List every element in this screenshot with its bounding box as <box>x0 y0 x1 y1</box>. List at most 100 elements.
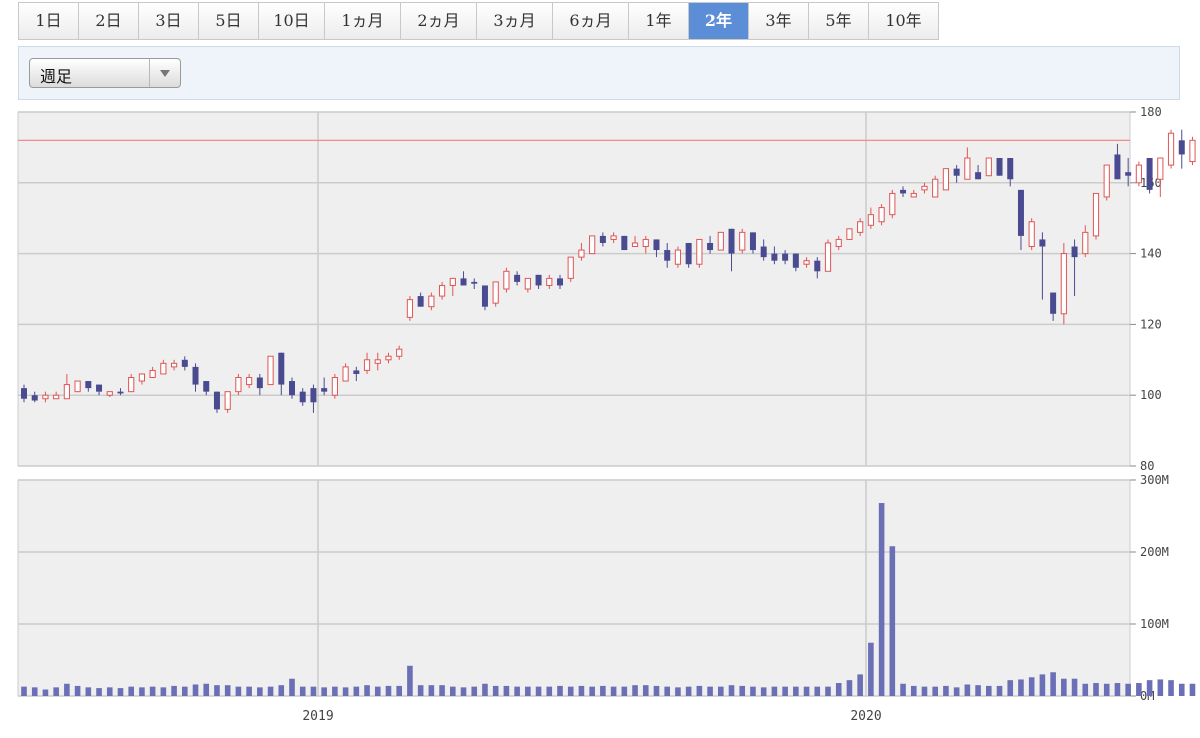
x-tick-label: 2019 <box>302 709 333 724</box>
candle-body <box>1189 139 1196 163</box>
tab-range-7[interactable]: 2ヵ月 <box>401 3 477 39</box>
volume-bar <box>975 685 981 696</box>
tab-range-3[interactable]: 3日 <box>139 3 199 39</box>
candle-body <box>213 391 220 410</box>
candle-body <box>964 157 971 180</box>
volume-bar <box>374 686 381 696</box>
volume-bar <box>224 685 231 696</box>
volume-bar <box>632 685 638 696</box>
tab-range-4[interactable]: 5日 <box>199 3 259 39</box>
candle-body <box>1050 292 1057 314</box>
period-select[interactable]: 週足 <box>29 58 181 88</box>
candle-body <box>289 381 295 396</box>
volume-bar <box>600 685 606 696</box>
x-tick-label: 2020 <box>850 709 881 724</box>
volume-bar <box>85 687 92 696</box>
range-tabs: 1日 2日 3日 5日 10日 1ヵ月 2ヵ月 3ヵ月 6ヵ月 1年 2年 3年 5年 10年 <box>18 2 939 40</box>
candle-body <box>728 228 735 254</box>
volume-bar <box>835 683 842 696</box>
candle-body <box>363 359 371 371</box>
candle-body <box>385 355 392 361</box>
candle-body <box>1007 158 1014 180</box>
volume-bar <box>460 687 467 696</box>
volume-bar <box>385 685 392 696</box>
volume-bar <box>450 686 456 696</box>
volume-bar <box>192 684 199 696</box>
candle-body <box>996 158 1003 176</box>
tab-range-9[interactable]: 6ヵ月 <box>553 3 629 39</box>
volume-bar <box>203 683 210 696</box>
volume-bar <box>1178 683 1185 696</box>
candle-body <box>1178 140 1185 155</box>
volume-bar <box>342 687 349 696</box>
volume-bar <box>718 686 724 696</box>
volume-bar <box>1061 678 1067 696</box>
volume-bar <box>964 684 971 696</box>
tab-range-1[interactable]: 1日 <box>19 3 79 39</box>
volume-bar <box>235 686 242 696</box>
volume-bar <box>1189 683 1196 696</box>
candle-body <box>599 235 606 243</box>
volume-bar <box>353 686 360 696</box>
candle-body <box>1028 221 1035 248</box>
volume-bar <box>417 685 424 696</box>
chevron-down-icon <box>149 59 180 87</box>
volume-bar <box>1082 683 1089 696</box>
volume-bar <box>492 685 499 696</box>
candle-body <box>792 253 799 268</box>
candle-body <box>653 239 660 251</box>
volume-bar <box>578 685 585 696</box>
tab-range-11[interactable]: 2年 <box>689 3 749 39</box>
volume-tick-label: 200M <box>1140 545 1169 559</box>
volume-bar <box>728 685 735 696</box>
candle-body <box>42 394 49 400</box>
volume-bar <box>986 685 992 696</box>
candle-body <box>589 235 596 255</box>
volume-bar <box>1103 683 1110 696</box>
volume-bar <box>1071 678 1078 696</box>
candle-body <box>224 391 231 410</box>
price-tick-label: 80 <box>1140 459 1154 473</box>
chart-options-panel: 週足 <box>18 46 1180 100</box>
tab-range-8[interactable]: 3ヵ月 <box>477 3 553 39</box>
tab-range-10[interactable]: 1年 <box>629 3 689 39</box>
candle-body <box>321 388 328 392</box>
candle-body <box>256 377 263 389</box>
candle-body <box>867 214 874 226</box>
tab-range-14[interactable]: 10年 <box>869 3 939 39</box>
candle-body <box>481 285 488 307</box>
volume-bar <box>1125 683 1131 696</box>
volume-tick-label: 300M <box>1140 473 1169 487</box>
candle-body <box>21 388 27 399</box>
volume-bar <box>364 685 370 696</box>
candle-body <box>149 369 156 379</box>
candle-body <box>1146 158 1153 190</box>
volume-bar <box>128 686 134 696</box>
volume-bar <box>707 686 713 696</box>
candle-body <box>1060 253 1067 315</box>
volume-bar <box>182 686 188 696</box>
tab-range-12[interactable]: 3年 <box>749 3 809 39</box>
volume-bar <box>1157 679 1164 696</box>
candle-body <box>824 242 832 272</box>
candle-body <box>31 395 38 401</box>
candle-body <box>235 377 242 393</box>
volume-bar <box>257 687 263 696</box>
tab-range-6[interactable]: 1ヵ月 <box>325 3 401 39</box>
tab-range-13[interactable]: 5年 <box>809 3 869 39</box>
volume-bar <box>793 686 799 696</box>
candle-body <box>664 250 671 261</box>
candle-body <box>1157 157 1164 180</box>
volume-bar <box>149 686 156 696</box>
period-select-value: 週足 <box>40 67 73 86</box>
candle-body <box>85 381 92 389</box>
candle-body <box>621 235 628 251</box>
tab-range-2[interactable]: 2日 <box>79 3 139 39</box>
candle-body <box>74 380 81 393</box>
candle-body <box>889 192 896 216</box>
tab-range-5[interactable]: 10日 <box>259 3 325 39</box>
candle-body <box>310 388 317 403</box>
candle-body <box>1017 189 1024 236</box>
candle-body <box>428 295 435 308</box>
candle-body <box>878 207 885 223</box>
